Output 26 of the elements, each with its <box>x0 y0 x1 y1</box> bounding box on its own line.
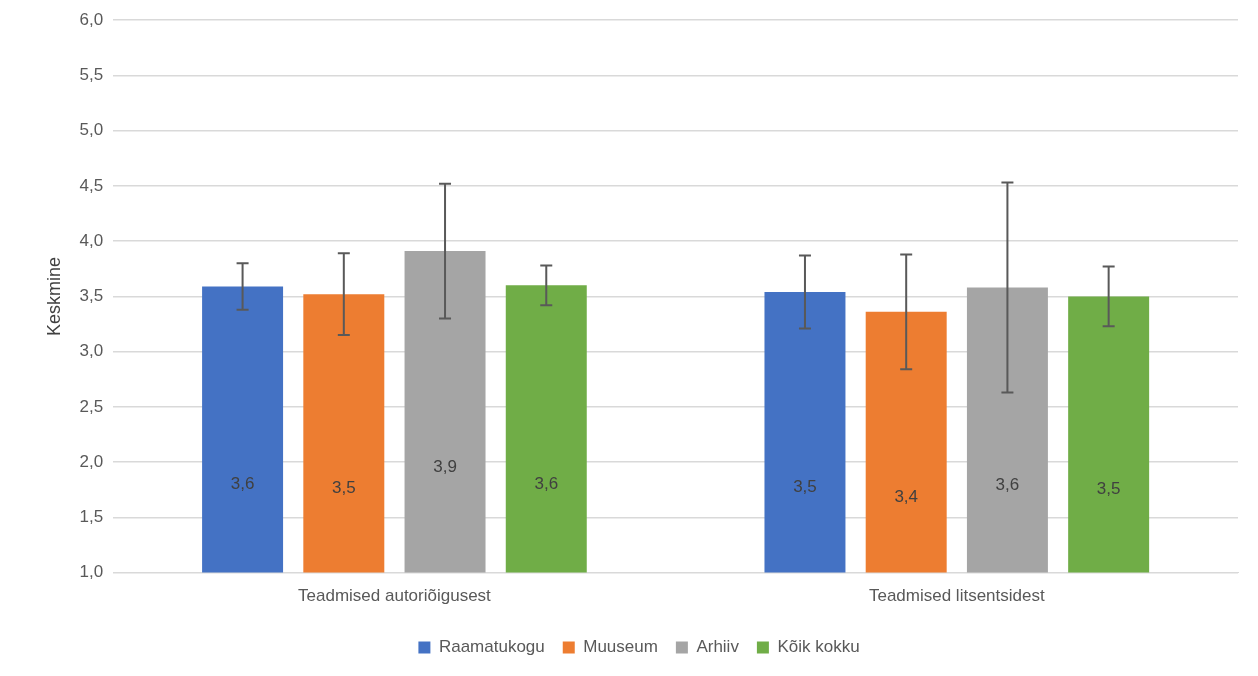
x-tick-label: Teadmised litsentsidest <box>868 586 1045 606</box>
legend-label: Muuseum <box>583 637 658 657</box>
data-label: 3,6 <box>230 474 255 494</box>
y-tick-label: 6,0 <box>79 9 104 29</box>
legend-label: Arhiiv <box>696 637 740 657</box>
data-label: 3,5 <box>1096 479 1121 499</box>
data-label: 3,6 <box>995 475 1020 495</box>
data-label: 3,5 <box>793 477 817 497</box>
y-tick-label: 2,0 <box>79 451 104 471</box>
y-tick-label: 5,5 <box>79 65 104 85</box>
legend-label: Raamatukogu <box>438 637 545 657</box>
data-label: 3,9 <box>433 456 457 476</box>
y-tick-label: 1,5 <box>79 507 104 527</box>
data-label: 3,4 <box>894 487 919 507</box>
y-tick-label: 2,5 <box>79 396 104 416</box>
y-tick-label: 3,5 <box>79 286 104 306</box>
data-label: 3,5 <box>331 478 356 498</box>
y-tick-label: 4,0 <box>79 230 104 250</box>
y-tick-label: 5,0 <box>79 120 104 140</box>
data-label: 3,6 <box>534 473 559 493</box>
legend-label: Kõik kokku <box>777 637 860 657</box>
y-tick-label: 3,0 <box>79 341 104 361</box>
x-tick-label: Teadmised autoriõigusest <box>298 586 492 606</box>
y-axis-title: Keskmine <box>43 256 64 336</box>
y-tick-label: 1,0 <box>79 562 104 582</box>
y-tick-label: 4,5 <box>79 175 104 195</box>
